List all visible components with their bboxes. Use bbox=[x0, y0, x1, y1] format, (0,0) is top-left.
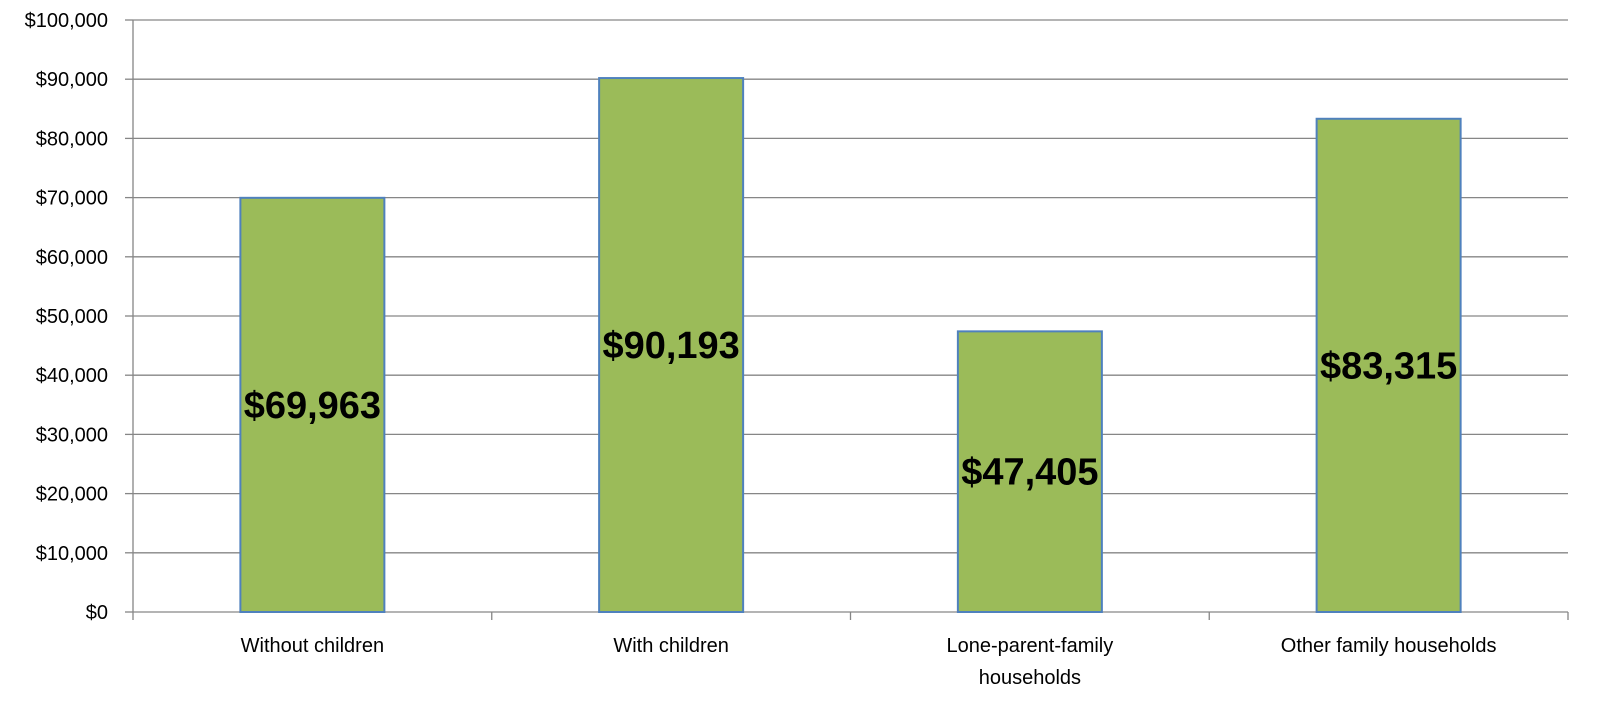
bars bbox=[239, 77, 1462, 614]
bar bbox=[956, 330, 1103, 613]
x-category-label: Lone-parent-family households bbox=[947, 635, 1114, 689]
y-tick-label: $30,000 bbox=[36, 424, 108, 446]
data-label: $83,315 bbox=[1320, 345, 1457, 387]
y-tick-label: $60,000 bbox=[36, 247, 108, 269]
x-category-label: With children bbox=[613, 635, 729, 657]
x-category-label-line: With children bbox=[613, 635, 729, 657]
bar bbox=[598, 77, 745, 614]
y-tick-label: $20,000 bbox=[36, 484, 108, 506]
y-tick-label: $40,000 bbox=[36, 365, 108, 387]
bar bbox=[239, 196, 386, 614]
y-tick-label: $100,000 bbox=[25, 10, 108, 32]
data-label: $90,193 bbox=[602, 325, 739, 367]
y-tick-label: $50,000 bbox=[36, 306, 108, 328]
y-tick-label: $0 bbox=[86, 602, 108, 624]
y-tick-label: $80,000 bbox=[36, 128, 108, 150]
x-category-label-line: Lone-parent-family bbox=[947, 635, 1114, 657]
x-category-label: Without children bbox=[241, 635, 384, 657]
y-tick-label: $70,000 bbox=[36, 188, 108, 210]
bar bbox=[1315, 117, 1462, 613]
x-category-label-line: Other family households bbox=[1281, 635, 1497, 657]
x-category-label-line: Without children bbox=[241, 635, 384, 657]
x-category-label: Other family households bbox=[1281, 635, 1497, 657]
y-tick-label: $90,000 bbox=[36, 69, 108, 91]
data-label: $69,963 bbox=[244, 385, 381, 427]
x-category-label-line: households bbox=[979, 667, 1081, 689]
data-labels: $69,963 $90,193 $47,405 $83,315 bbox=[244, 325, 1458, 494]
axes: $0 $10,000 $20,000 $30,000 $40,000 $50,000 $60… bbox=[25, 10, 1569, 689]
y-tick-label: $10,000 bbox=[36, 543, 108, 565]
data-label: $47,405 bbox=[961, 452, 1098, 494]
